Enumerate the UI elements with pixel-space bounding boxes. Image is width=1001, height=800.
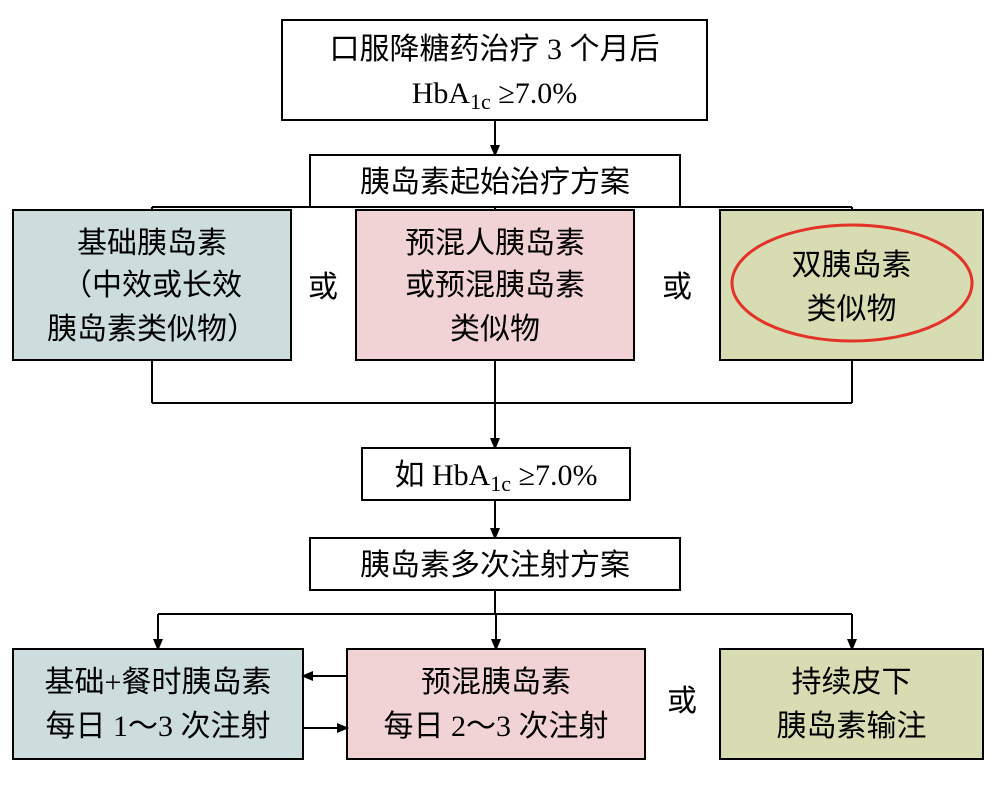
box-b1: 口服降糖药治疗 3 个月后 HbA1c ≥7.0% (282, 20, 707, 120)
box-text-opt2-0: 预混人胰岛素 (405, 227, 585, 260)
box-text-out1-1: 每日 1～3 次注射 (46, 710, 271, 743)
box-opt1: 基础胰岛素 （中效或长效胰岛素类似物） (13, 210, 291, 360)
box-b4: 胰岛素多次注射方案 (310, 538, 680, 590)
or-label-or3: 或 (667, 685, 697, 718)
box-text-opt1-0: 基础胰岛素 (77, 227, 227, 260)
or-label-or1: 或 (308, 271, 338, 304)
box-b2: 胰岛素起始治疗方案 (310, 155, 680, 207)
box-text-b1-0: 口服降糖药治疗 3 个月后 (330, 33, 660, 66)
box-out2: 预混胰岛素每日 2～3 次注射 (347, 649, 645, 759)
box-text-out1-0: 基础+餐时胰岛素 (45, 666, 272, 699)
box-text-opt2-1: 或预混胰岛素 (405, 269, 585, 302)
box-out1: 基础+餐时胰岛素每日 1～3 次注射 (13, 649, 303, 759)
box-text-out3-1: 胰岛素输注 (777, 710, 927, 743)
box-out3: 持续皮下胰岛素输注 (720, 649, 983, 759)
or-label-or2: 或 (662, 271, 692, 304)
box-text-opt1-2: 胰岛素类似物） (47, 313, 257, 346)
box-b3: 如 HbA1c ≥7.0% (362, 448, 630, 500)
box-text-b4-0: 胰岛素多次注射方案 (360, 549, 630, 582)
boxes-layer: 口服降糖药治疗 3 个月后 HbA1c ≥7.0% 胰岛素起始治疗方案基础胰岛素 （中… (13, 20, 983, 759)
box-text-out2-1: 每日 2～3 次注射 (384, 710, 609, 743)
box-text-b2-0: 胰岛素起始治疗方案 (360, 166, 630, 199)
box-text-out2-0: 预混胰岛素 (421, 666, 571, 699)
flowchart: 口服降糖药治疗 3 个月后 HbA1c ≥7.0% 胰岛素起始治疗方案基础胰岛素 （中… (0, 0, 1001, 800)
box-text-out3-0: 持续皮下 (792, 666, 912, 699)
box-opt3: 双胰岛素类似物 (720, 210, 983, 360)
box-text-opt1-1: （中效或长效 (62, 269, 242, 302)
box-text-opt3-1: 类似物 (807, 293, 897, 326)
box-text-b1-1: HbA1c ≥7.0% (412, 77, 578, 114)
box-text-opt2-2: 类似物 (450, 313, 540, 346)
box-rect-opt3 (720, 210, 983, 360)
box-opt2: 预混人胰岛素或预混胰岛素类似物 (356, 210, 634, 360)
box-text-opt3-0: 双胰岛素 (792, 249, 912, 282)
